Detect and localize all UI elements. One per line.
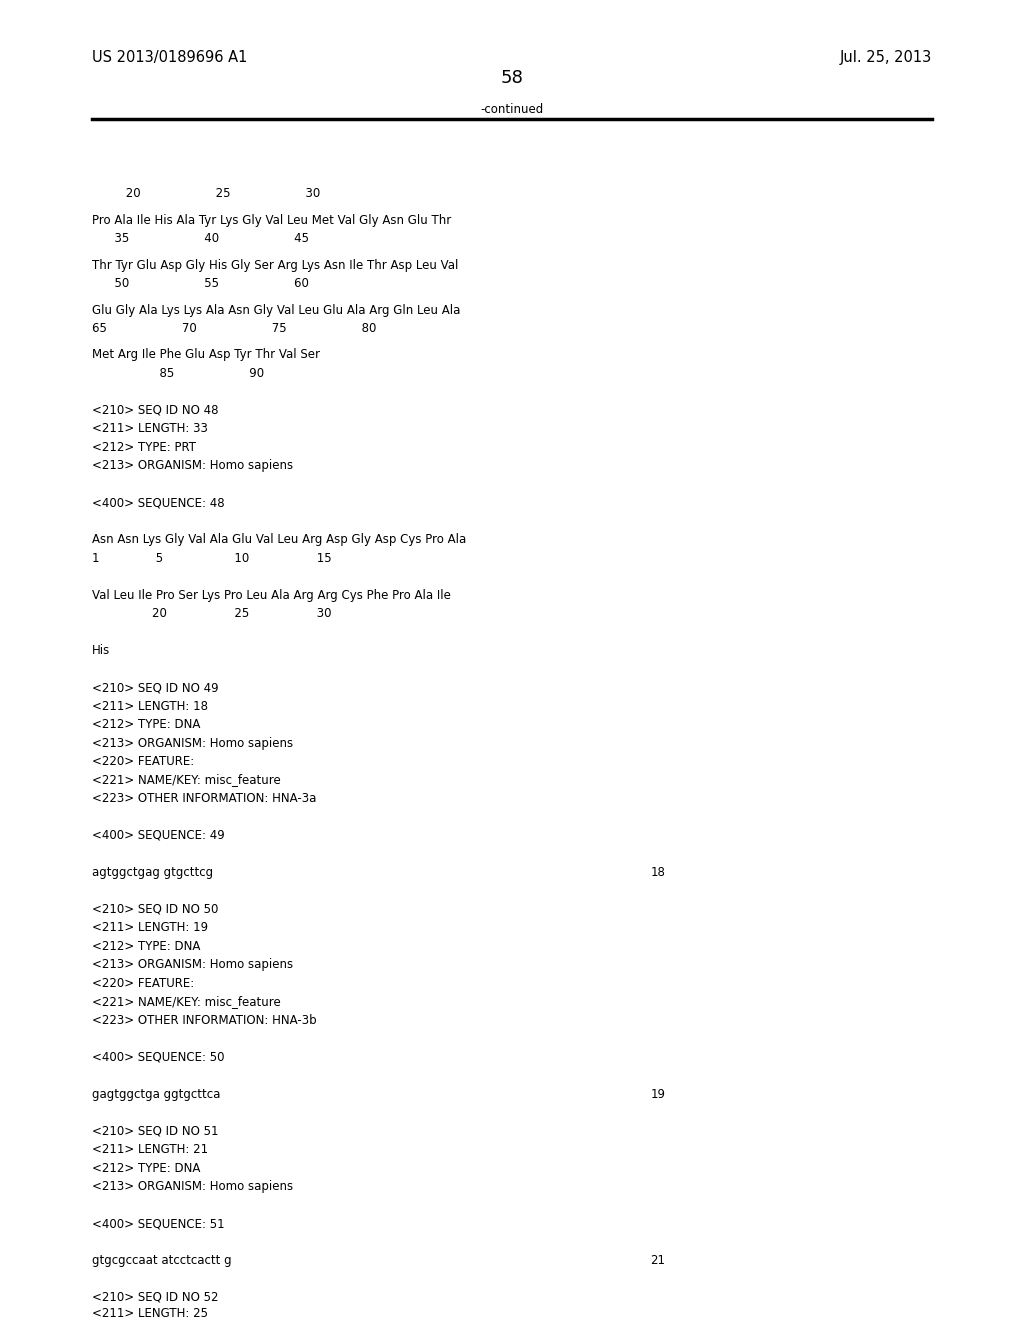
Text: Asn Asn Lys Gly Val Ala Glu Val Leu Arg Asp Gly Asp Cys Pro Ala: Asn Asn Lys Gly Val Ala Glu Val Leu Arg … bbox=[92, 533, 466, 546]
Text: Met Arg Ile Phe Glu Asp Tyr Thr Val Ser: Met Arg Ile Phe Glu Asp Tyr Thr Val Ser bbox=[92, 348, 321, 362]
Text: <210> SEQ ID NO 50: <210> SEQ ID NO 50 bbox=[92, 903, 218, 916]
Text: gagtggctga ggtgcttca: gagtggctga ggtgcttca bbox=[92, 1088, 220, 1101]
Text: agtggctgag gtgcttcg: agtggctgag gtgcttcg bbox=[92, 866, 213, 879]
Text: <210> SEQ ID NO 49: <210> SEQ ID NO 49 bbox=[92, 681, 219, 694]
Text: Thr Tyr Glu Asp Gly His Gly Ser Arg Lys Asn Ile Thr Asp Leu Val: Thr Tyr Glu Asp Gly His Gly Ser Arg Lys … bbox=[92, 259, 459, 272]
Text: 35                    40                    45: 35 40 45 bbox=[92, 232, 309, 246]
Text: Val Leu Ile Pro Ser Lys Pro Leu Ala Arg Arg Cys Phe Pro Ala Ile: Val Leu Ile Pro Ser Lys Pro Leu Ala Arg … bbox=[92, 589, 451, 602]
Text: <211> LENGTH: 18: <211> LENGTH: 18 bbox=[92, 700, 208, 713]
Text: 21: 21 bbox=[650, 1254, 666, 1267]
Text: <213> ORGANISM: Homo sapiens: <213> ORGANISM: Homo sapiens bbox=[92, 958, 293, 972]
Text: <210> SEQ ID NO 52: <210> SEQ ID NO 52 bbox=[92, 1291, 219, 1304]
Text: US 2013/0189696 A1: US 2013/0189696 A1 bbox=[92, 50, 248, 65]
Text: His: His bbox=[92, 644, 111, 657]
Text: <212> TYPE: DNA: <212> TYPE: DNA bbox=[92, 1162, 201, 1175]
Text: <211> LENGTH: 19: <211> LENGTH: 19 bbox=[92, 921, 208, 935]
Text: Jul. 25, 2013: Jul. 25, 2013 bbox=[840, 50, 932, 65]
Text: <212> TYPE: PRT: <212> TYPE: PRT bbox=[92, 441, 197, 454]
Text: <211> LENGTH: 21: <211> LENGTH: 21 bbox=[92, 1143, 208, 1156]
Text: <223> OTHER INFORMATION: HNA-3b: <223> OTHER INFORMATION: HNA-3b bbox=[92, 1014, 316, 1027]
Text: gtgcgccaat atcctcactt g: gtgcgccaat atcctcactt g bbox=[92, 1254, 231, 1267]
Text: <210> SEQ ID NO 51: <210> SEQ ID NO 51 bbox=[92, 1125, 219, 1138]
Text: -continued: -continued bbox=[480, 103, 544, 116]
Text: 20                    25                    30: 20 25 30 bbox=[92, 187, 321, 201]
Text: <400> SEQUENCE: 51: <400> SEQUENCE: 51 bbox=[92, 1217, 225, 1230]
Text: 1               5                   10                  15: 1 5 10 15 bbox=[92, 552, 332, 565]
Text: <400> SEQUENCE: 50: <400> SEQUENCE: 50 bbox=[92, 1051, 224, 1064]
Text: <400> SEQUENCE: 49: <400> SEQUENCE: 49 bbox=[92, 829, 225, 842]
Text: 18: 18 bbox=[650, 866, 666, 879]
Text: 20                  25                  30: 20 25 30 bbox=[92, 607, 332, 620]
Text: Pro Ala Ile His Ala Tyr Lys Gly Val Leu Met Val Gly Asn Glu Thr: Pro Ala Ile His Ala Tyr Lys Gly Val Leu … bbox=[92, 214, 452, 227]
Text: 65                    70                    75                    80: 65 70 75 80 bbox=[92, 322, 377, 335]
Text: <213> ORGANISM: Homo sapiens: <213> ORGANISM: Homo sapiens bbox=[92, 1180, 293, 1193]
Text: 58: 58 bbox=[501, 69, 523, 87]
Text: <223> OTHER INFORMATION: HNA-3a: <223> OTHER INFORMATION: HNA-3a bbox=[92, 792, 316, 805]
Text: <220> FEATURE:: <220> FEATURE: bbox=[92, 977, 195, 990]
Text: <221> NAME/KEY: misc_feature: <221> NAME/KEY: misc_feature bbox=[92, 995, 281, 1008]
Text: 50                    55                    60: 50 55 60 bbox=[92, 277, 309, 290]
Text: 19: 19 bbox=[650, 1088, 666, 1101]
Text: <210> SEQ ID NO 48: <210> SEQ ID NO 48 bbox=[92, 404, 219, 417]
Text: <212> TYPE: DNA: <212> TYPE: DNA bbox=[92, 718, 201, 731]
Text: 85                    90: 85 90 bbox=[92, 367, 264, 380]
Text: Glu Gly Ala Lys Lys Ala Asn Gly Val Leu Glu Ala Arg Gln Leu Ala: Glu Gly Ala Lys Lys Ala Asn Gly Val Leu … bbox=[92, 304, 461, 317]
Text: <212> TYPE: DNA: <212> TYPE: DNA bbox=[92, 940, 201, 953]
Text: <211> LENGTH: 33: <211> LENGTH: 33 bbox=[92, 422, 208, 436]
Text: <213> ORGANISM: Homo sapiens: <213> ORGANISM: Homo sapiens bbox=[92, 459, 293, 473]
Text: <213> ORGANISM: Homo sapiens: <213> ORGANISM: Homo sapiens bbox=[92, 737, 293, 750]
Text: <220> FEATURE:: <220> FEATURE: bbox=[92, 755, 195, 768]
Text: <221> NAME/KEY: misc_feature: <221> NAME/KEY: misc_feature bbox=[92, 774, 281, 787]
Text: <211> LENGTH: 25: <211> LENGTH: 25 bbox=[92, 1307, 208, 1320]
Text: <400> SEQUENCE: 48: <400> SEQUENCE: 48 bbox=[92, 496, 225, 510]
